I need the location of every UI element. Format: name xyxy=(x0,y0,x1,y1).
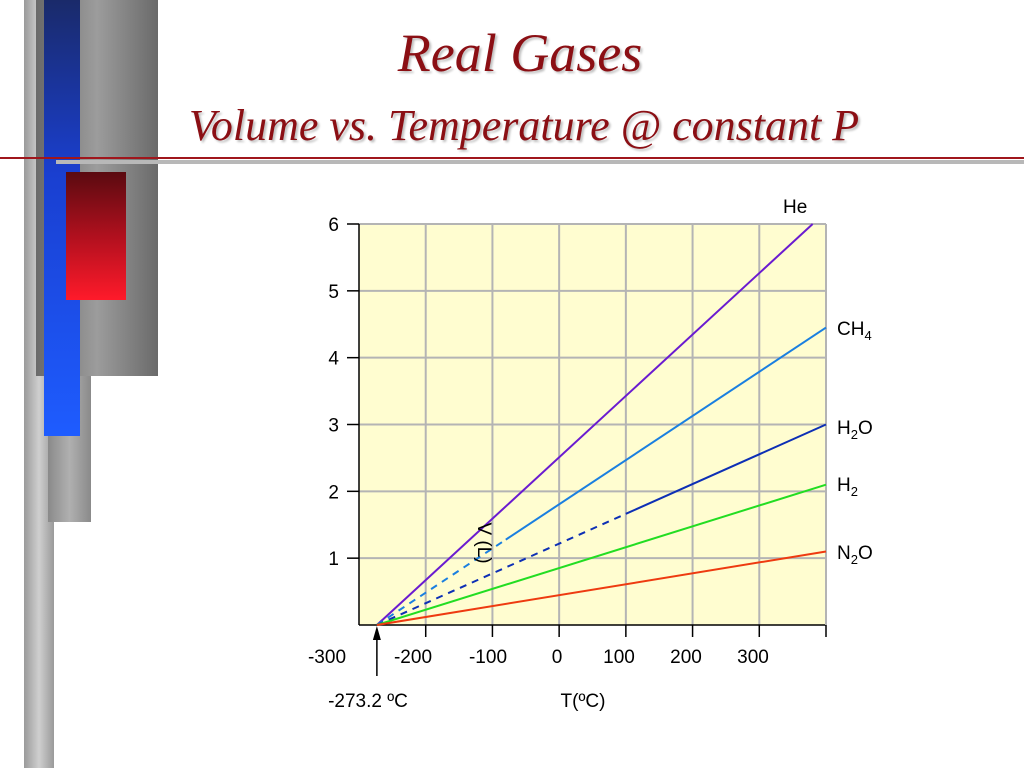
y-tick-label: 1 xyxy=(328,549,339,570)
series-labels: He CH4 H2O H2 N2O xyxy=(783,197,873,567)
annotation-label: -273.2 ºC xyxy=(328,691,408,712)
y-axis-label: V (L) xyxy=(473,522,494,563)
y-tick-label: 5 xyxy=(328,282,339,303)
x-tick-label: -200 xyxy=(394,647,432,668)
grid xyxy=(359,223,826,625)
series-line-h2o xyxy=(625,423,827,515)
series-line-h2o-dashed xyxy=(376,512,627,626)
y-tick-label: 2 xyxy=(328,482,339,503)
x-tick-label: 0 xyxy=(552,647,563,668)
y-tick-label: 6 xyxy=(328,215,339,236)
slide-subtitle: Volume vs. Temperature @ constant P xyxy=(188,101,860,150)
y-tick-label: 4 xyxy=(328,349,339,370)
x-tick-label: 100 xyxy=(603,647,635,668)
slide-title: Real Gases xyxy=(397,23,643,83)
series-line-h2 xyxy=(376,483,827,626)
series-line-ch4 xyxy=(505,326,827,541)
absolute-zero-annotation: -273.2 ºC xyxy=(328,626,408,712)
x-tick-label: 300 xyxy=(737,647,769,668)
x-tick-label: -300 xyxy=(308,647,346,668)
series-label-ch4: CH4 xyxy=(837,319,872,343)
y-tick-label: 3 xyxy=(328,416,339,437)
annotation-arrow-head xyxy=(372,626,381,640)
x-axis-label: T(ºC) xyxy=(561,691,606,712)
series-label-h2o: H2O xyxy=(837,418,873,442)
x-tick-label: -100 xyxy=(469,647,507,668)
x-tick-label: 200 xyxy=(670,647,702,668)
series-line-n2o xyxy=(376,550,827,626)
series-label-n2o: N2O xyxy=(837,543,873,567)
title-divider xyxy=(0,157,1024,159)
deco-bar-red xyxy=(66,172,126,300)
series-line-he xyxy=(376,223,814,626)
title-divider-shadow xyxy=(56,160,1024,164)
series-label-he: He xyxy=(783,197,807,218)
series-lines xyxy=(376,223,827,626)
series-label-h2: H2 xyxy=(837,475,858,499)
